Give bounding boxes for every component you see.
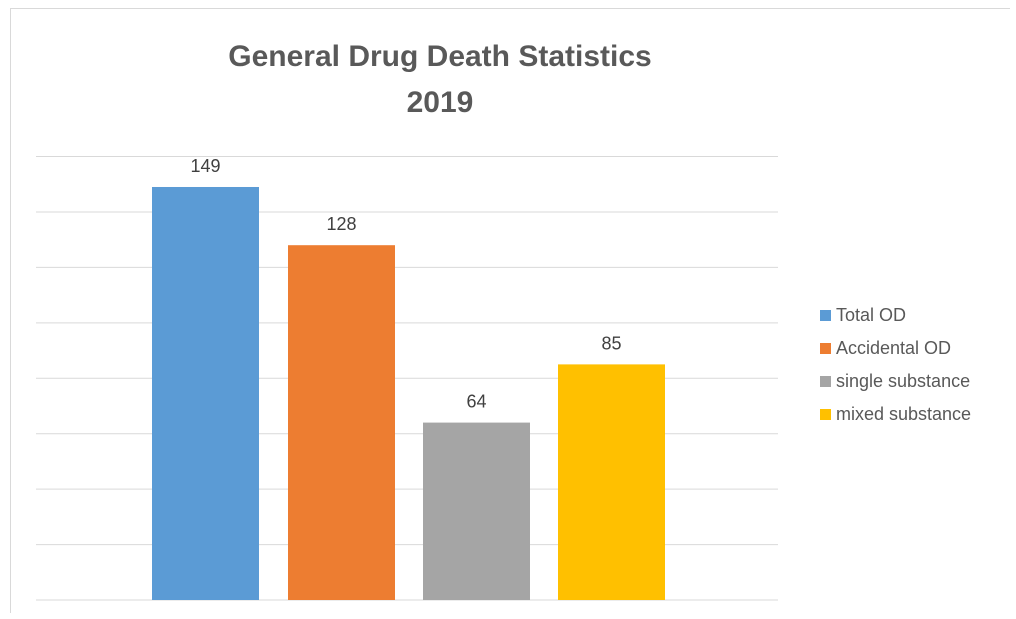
data-label-accidental-od: 128: [326, 214, 356, 234]
data-label-single-substance: 64: [466, 392, 486, 412]
data-labels: 149 128 64 85: [190, 156, 621, 412]
chart-subtitle: 2019: [406, 86, 474, 119]
legend-swatch: [820, 310, 831, 321]
legend-label: Accidental OD: [836, 338, 952, 358]
legend-item-total-od: Total OD: [820, 299, 971, 332]
data-label-mixed-substance: 85: [601, 333, 621, 353]
bars: [152, 186, 665, 600]
legend-label: single substance: [836, 371, 971, 391]
data-label-total-od: 149: [190, 156, 220, 176]
legend-swatch: [820, 409, 831, 420]
gridlines: [36, 156, 778, 601]
legend-item-mixed-substance: mixed substance: [820, 398, 971, 431]
legend-item-single-substance: single substance: [820, 365, 971, 398]
chart-legend: Total OD Accidental OD single substance mix…: [820, 299, 971, 431]
chart-frame: [10, 8, 1010, 613]
bar-mixed-substance: [558, 364, 665, 600]
bar-accidental-od: [288, 245, 395, 600]
legend-swatch: [820, 343, 831, 354]
legend-swatch: [820, 376, 831, 387]
legend-label: mixed substance: [836, 404, 972, 424]
chart-title: General Drug Death Statistics: [228, 40, 652, 73]
bar-total-od: [152, 186, 259, 600]
legend-label: Total OD: [836, 305, 907, 325]
legend-item-accidental-od: Accidental OD: [820, 332, 971, 365]
bar-single-substance: [423, 422, 530, 600]
